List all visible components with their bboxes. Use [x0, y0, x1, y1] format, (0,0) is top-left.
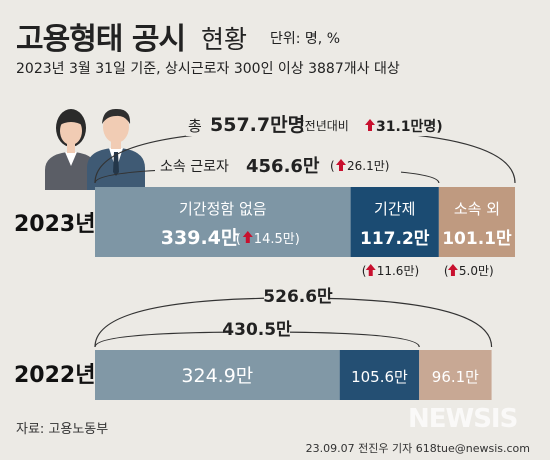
- value-label-2023-1: 117.2만: [360, 229, 430, 249]
- yoy-prefix-2023: (전년대비: [300, 119, 349, 133]
- bar-segment-2023-1: [350, 187, 439, 257]
- bar-segment-2023-0: [95, 187, 351, 257]
- value-label-2022-2: 96.1만: [432, 368, 479, 386]
- paren-open: (: [236, 232, 241, 247]
- direct-label-bg-2022: [224, 318, 290, 340]
- page-title-suffix: 현황: [201, 25, 248, 54]
- man-worker-icon: [87, 108, 145, 190]
- value-label-2022-1: 105.6만: [351, 368, 408, 386]
- total-value-2023: 557.7만명: [210, 114, 305, 136]
- direct-change-2023: 26.1만): [347, 159, 389, 173]
- woman-worker-icon: [45, 109, 97, 190]
- bar-segment-2022-1: [339, 350, 420, 400]
- direct-change-arrow-2023: [336, 159, 346, 171]
- direct-change-paren: (: [330, 159, 335, 173]
- value-label-2022-0: 324.9만: [181, 365, 253, 387]
- change-arrow-2023-1: [365, 264, 376, 276]
- page-title: 고용형태 공시: [16, 22, 186, 57]
- total-value-2022: 526.6만: [263, 287, 333, 307]
- direct-prefix-2023: 소속 근로자: [160, 159, 229, 175]
- unit-label: 단위: 명, %: [270, 31, 341, 47]
- bar-segment-2022-0: [95, 350, 340, 400]
- paren-below-2: (: [444, 264, 449, 278]
- paren-below-1: (: [362, 264, 367, 278]
- yoy-arrow-2023: [365, 119, 375, 131]
- total-label-bg-2022: [264, 284, 330, 308]
- bar-segment-2022-2: [419, 350, 492, 400]
- source-note: 자료: 고용노동부: [16, 422, 109, 437]
- change-label-2023-1: 11.6만): [377, 264, 419, 278]
- direct-value-2023: 456.6만: [246, 156, 320, 177]
- change-label-2023-2: 5.0만): [459, 264, 494, 278]
- newsis-watermark: NEWSIS: [408, 404, 518, 434]
- workers-illustration: [25, 100, 175, 190]
- value-label-2023-2: 101.1만: [442, 229, 512, 249]
- series-name-2023-0: 기간정함 없음: [179, 200, 267, 218]
- yoy-change-2023: 31.1만명): [376, 118, 443, 135]
- direct-value-2022: 430.5만: [222, 320, 292, 340]
- change-arrow-2023-0: [242, 231, 253, 243]
- series-name-2023-1: 기간제: [374, 200, 415, 218]
- bar-segment-2023-2: [438, 187, 515, 257]
- change-label-2023-0: 14.5만): [254, 232, 300, 247]
- series-name-2023-2: 소속 외: [454, 200, 500, 218]
- total-prefix-2023: 총: [188, 117, 202, 135]
- year-label-2023: 2023년: [14, 212, 95, 237]
- direct-label-bg-2023: [155, 153, 401, 177]
- year-label-2022: 2022년: [14, 363, 95, 388]
- value-label-2023-0: 339.4만: [161, 227, 239, 249]
- change-arrow-2023-2: [447, 264, 458, 276]
- subtitle: 2023년 3월 31일 기준, 상시근로자 300인 이상 3887개사 대상: [16, 61, 400, 77]
- credit-line: 23.09.07 전진우 기자 618tue@newsis.com: [305, 442, 530, 455]
- total-label-bg-2023: [186, 112, 464, 136]
